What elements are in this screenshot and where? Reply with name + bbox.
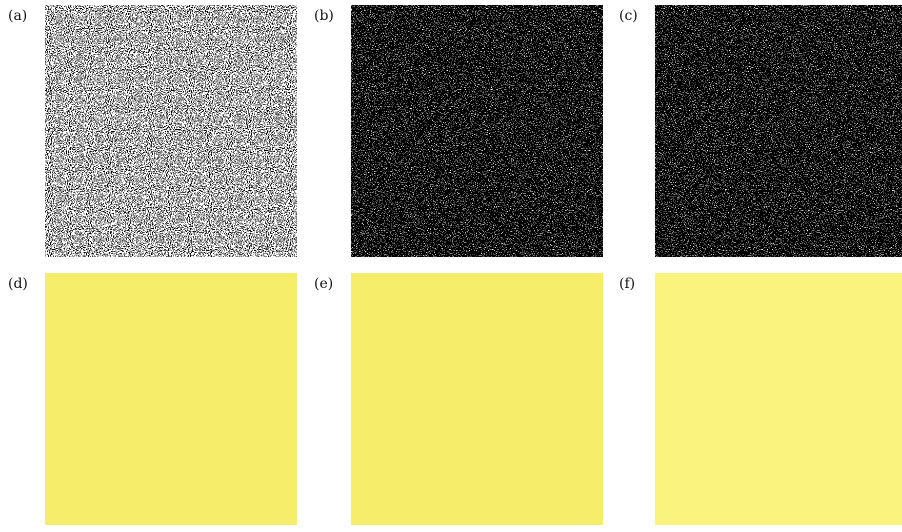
panel-noise — [351, 273, 603, 525]
panel-noise — [45, 273, 297, 525]
panel-label: (f) — [619, 276, 635, 292]
panel-label: (e) — [314, 276, 333, 292]
panel-noise — [655, 5, 902, 257]
panel-noise — [655, 273, 902, 525]
panel-label: (c) — [619, 8, 638, 24]
panel-label: (a) — [8, 8, 27, 24]
panel-label: (d) — [8, 276, 28, 292]
figure: (a) (b) (c) (d) (e) (f) — [0, 0, 902, 528]
panel-noise — [45, 5, 297, 257]
panel-noise — [351, 5, 603, 257]
panel-label: (b) — [314, 8, 334, 24]
